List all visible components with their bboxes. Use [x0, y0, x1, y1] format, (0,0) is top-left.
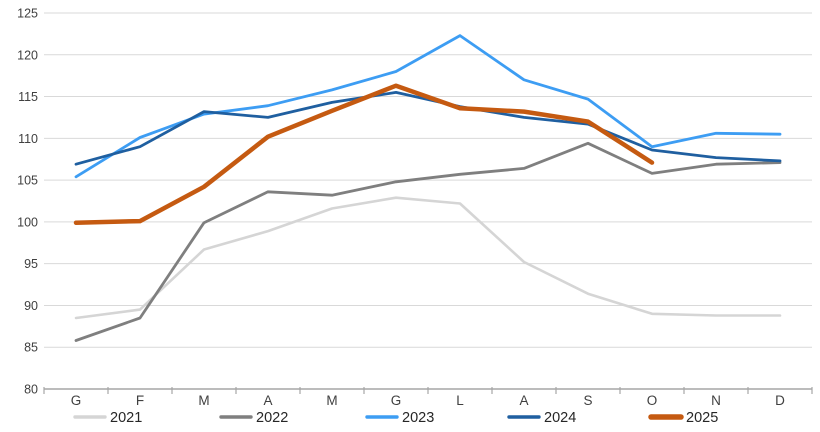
- x-axis-label: A: [263, 393, 272, 408]
- y-axis-label: 80: [24, 383, 38, 397]
- y-axis-label: 105: [17, 174, 38, 188]
- y-axis-label: 125: [17, 7, 38, 21]
- legend-label-2021: 2021: [110, 410, 142, 426]
- y-axis-label: 115: [18, 90, 38, 104]
- x-axis-label: D: [775, 393, 785, 408]
- y-axis-label: 100: [17, 215, 38, 229]
- series-line-2021: [74, 196, 782, 320]
- x-axis-label: G: [391, 393, 402, 408]
- series-line-2023: [74, 34, 782, 179]
- x-axis-label: A: [519, 393, 528, 408]
- legend-label-2025: 2025: [686, 410, 718, 426]
- y-axis-label: 110: [18, 132, 38, 146]
- legend-label-2022: 2022: [256, 410, 288, 426]
- x-axis-label: L: [456, 393, 464, 408]
- y-axis-label: 90: [24, 299, 38, 313]
- x-axis-label: G: [71, 393, 82, 408]
- y-axis-label: 85: [24, 341, 38, 355]
- legend-label-2024: 2024: [544, 410, 576, 426]
- y-axis-label: 95: [24, 257, 38, 271]
- legend-label-2023: 2023: [402, 410, 434, 426]
- x-axis-label: M: [198, 393, 209, 408]
- series-line-2022: [74, 141, 782, 342]
- series-line-2024: [74, 91, 782, 166]
- series-line-2025: [73, 83, 655, 225]
- x-axis-label: M: [326, 393, 337, 408]
- x-axis-label: O: [647, 393, 658, 408]
- y-axis-label: 120: [17, 48, 38, 62]
- x-axis-label: S: [583, 393, 592, 408]
- x-axis-label: F: [136, 393, 144, 408]
- x-axis-label: N: [711, 393, 721, 408]
